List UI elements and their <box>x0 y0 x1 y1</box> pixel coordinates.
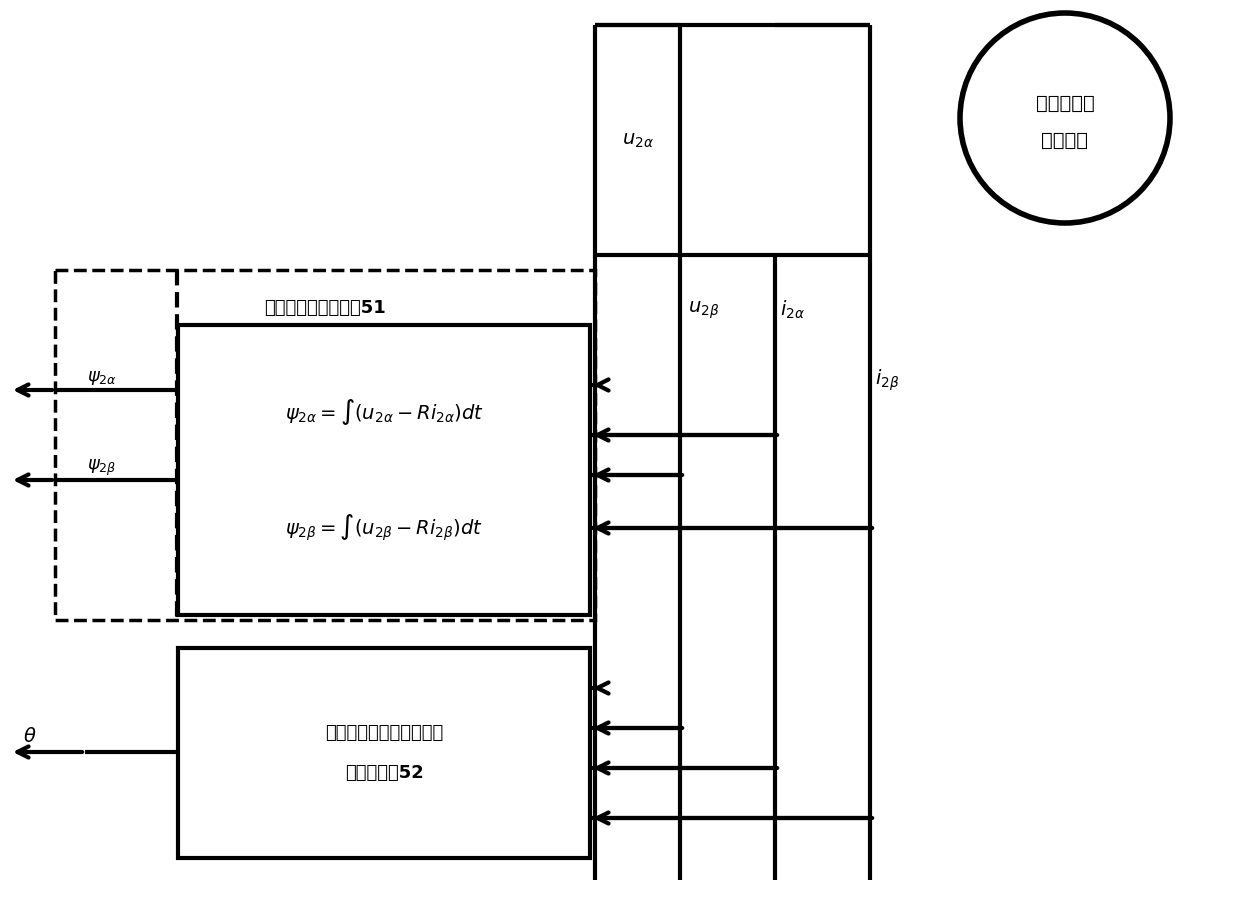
FancyBboxPatch shape <box>179 325 590 615</box>
Text: $u_{2\beta}$: $u_{2\beta}$ <box>688 300 719 321</box>
Text: $\psi_{2\beta}$: $\psi_{2\beta}$ <box>87 458 117 479</box>
FancyBboxPatch shape <box>179 648 590 858</box>
Text: 位置观测器52: 位置观测器52 <box>345 764 423 782</box>
Text: $i_{2\beta}$: $i_{2\beta}$ <box>875 367 899 393</box>
Text: 转矩绕组磁链观测器51: 转矩绕组磁链观测器51 <box>264 299 386 317</box>
Text: $u_{2\alpha}$: $u_{2\alpha}$ <box>621 131 653 149</box>
Text: 无轴承永磁: 无轴承永磁 <box>1035 93 1095 112</box>
Text: $\psi_{2\alpha} = \int(u_{2\alpha} - Ri_{2\alpha})dt$: $\psi_{2\alpha} = \int(u_{2\alpha} - Ri_… <box>284 397 484 427</box>
Text: $\psi_{2\beta} = \int(u_{2\beta} - Ri_{2\beta})dt$: $\psi_{2\beta} = \int(u_{2\beta} - Ri_{2… <box>285 513 484 543</box>
Text: 同步电机: 同步电机 <box>1042 131 1089 149</box>
Text: $i_{2\alpha}$: $i_{2\alpha}$ <box>780 299 805 321</box>
Text: 基于锁相环的滑模转子角: 基于锁相环的滑模转子角 <box>325 724 443 742</box>
Text: $\theta$: $\theta$ <box>24 727 37 746</box>
Text: $\psi_{2\alpha}$: $\psi_{2\alpha}$ <box>87 369 117 387</box>
